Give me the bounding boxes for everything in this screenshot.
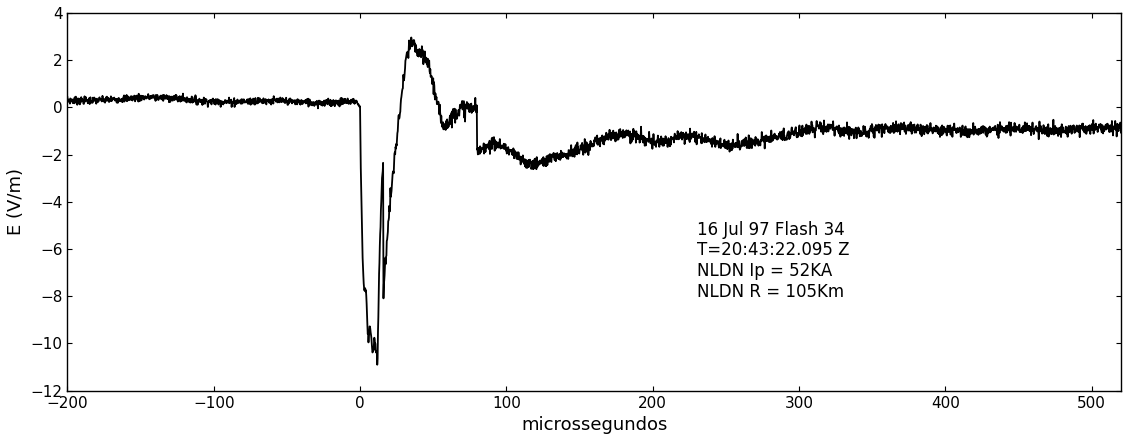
Y-axis label: E (V/m): E (V/m) xyxy=(7,168,25,235)
X-axis label: microssegundos: microssegundos xyxy=(521,416,668,434)
Text: 16 Jul 97 Flash 34
T=20:43:22.095 Z
NLDN Ip = 52KA
NLDN R = 105Km: 16 Jul 97 Flash 34 T=20:43:22.095 Z NLDN… xyxy=(697,220,849,301)
